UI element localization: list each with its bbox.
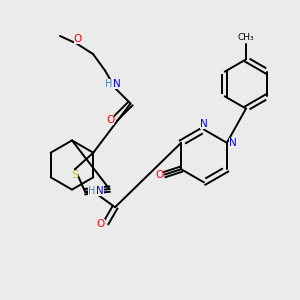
Text: O: O xyxy=(106,115,114,125)
Text: H: H xyxy=(105,79,112,89)
Text: N: N xyxy=(113,79,121,89)
Text: CH₃: CH₃ xyxy=(238,33,254,42)
Text: H: H xyxy=(88,186,96,196)
Text: O: O xyxy=(155,169,164,180)
Text: S: S xyxy=(71,169,78,180)
Text: N: N xyxy=(96,186,104,196)
Text: N: N xyxy=(200,118,208,129)
Text: N: N xyxy=(229,138,237,148)
Text: O: O xyxy=(74,34,82,44)
Text: O: O xyxy=(97,219,105,229)
